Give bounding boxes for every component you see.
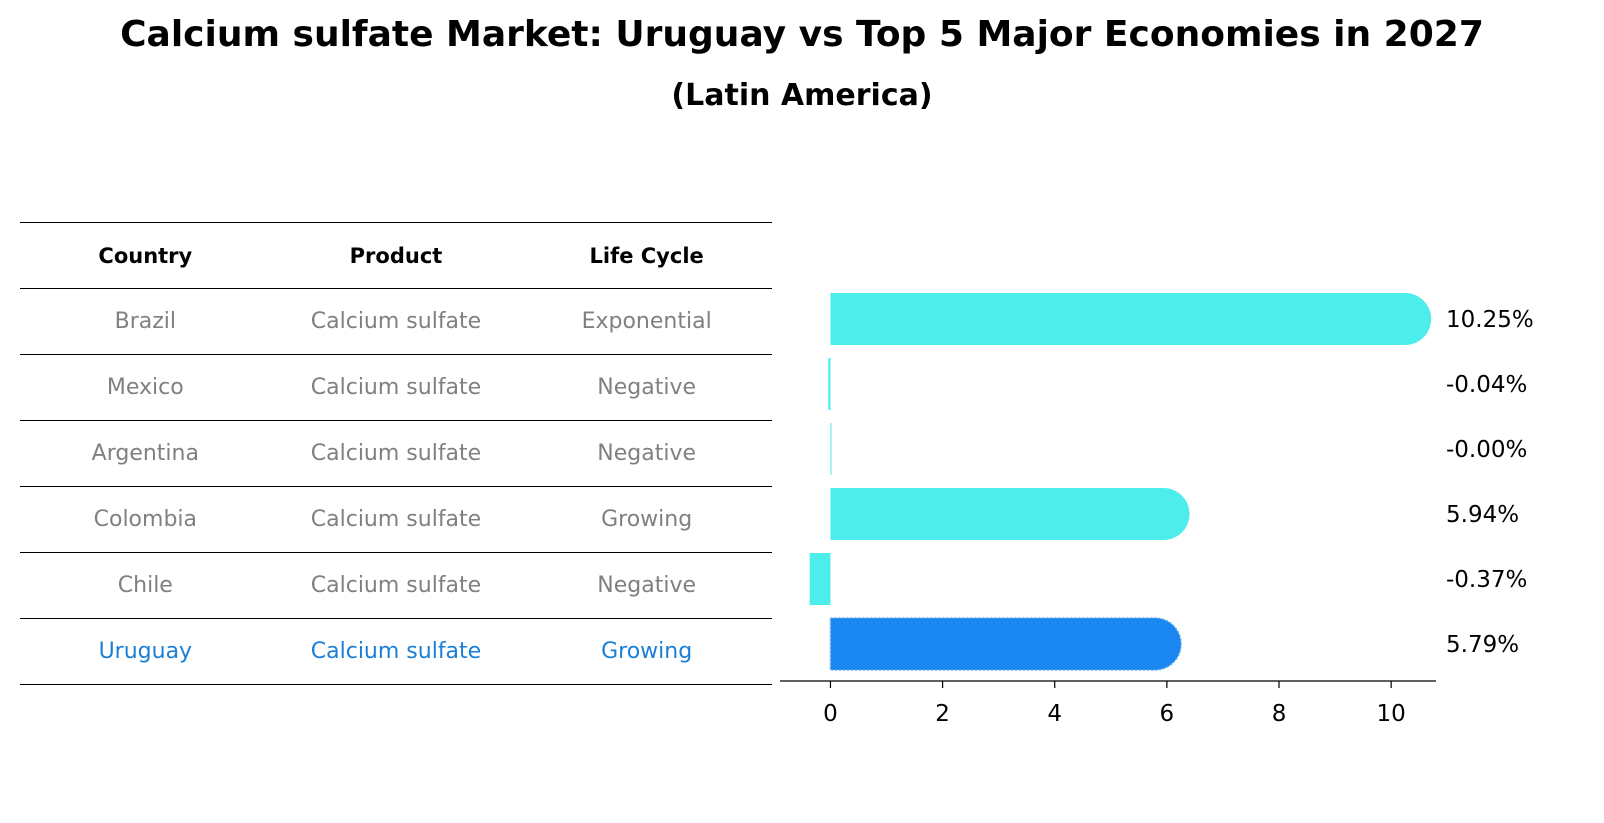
- table-row: Argentina Calcium sulfate Negative: [20, 420, 772, 486]
- cell-life-cycle: Exponential: [581, 309, 712, 334]
- x-tick-label: 4: [1047, 701, 1062, 727]
- x-tick-label: 8: [1272, 701, 1287, 727]
- data-label: -0.37%: [1446, 567, 1527, 593]
- table-row: Colombia Calcium sulfate Growing: [20, 486, 772, 552]
- data-label: -0.00%: [1446, 437, 1527, 463]
- cell-country: Uruguay: [98, 639, 193, 664]
- data-label: 10.25%: [1446, 307, 1534, 333]
- country-table: Country Product Life Cycle Brazil Calciu…: [20, 222, 772, 685]
- x-tick-label: 10: [1377, 701, 1406, 727]
- data-label: 5.79%: [1446, 632, 1519, 658]
- bar: [830, 293, 1432, 345]
- cell-life-cycle: Growing: [601, 507, 693, 532]
- table-row-highlighted: Uruguay Calcium sulfate Growing: [20, 618, 772, 685]
- x-tick-label: 0: [823, 701, 838, 727]
- bar: [830, 488, 1190, 540]
- table-row: Chile Calcium sulfate Negative: [20, 552, 772, 618]
- bar: [809, 553, 831, 605]
- header-country: Country: [98, 243, 193, 268]
- cell-country: Mexico: [106, 375, 184, 400]
- cell-product: Calcium sulfate: [310, 573, 482, 598]
- cell-product: Calcium sulfate: [310, 375, 482, 400]
- bar: [828, 358, 831, 410]
- table-row: Mexico Calcium sulfate Negative: [20, 354, 772, 420]
- header-life-cycle: Life Cycle: [589, 243, 704, 268]
- data-label: -0.04%: [1446, 372, 1527, 398]
- cell-product: Calcium sulfate: [310, 441, 482, 466]
- x-tick-label: 6: [1160, 701, 1175, 727]
- bar: [829, 617, 1182, 671]
- cell-life-cycle: Negative: [597, 441, 696, 466]
- cell-life-cycle: Negative: [597, 573, 696, 598]
- cell-country: Brazil: [114, 309, 177, 334]
- cell-country: Chile: [117, 573, 173, 598]
- cell-life-cycle: Negative: [597, 375, 696, 400]
- cell-product: Calcium sulfate: [310, 507, 482, 532]
- bar-chart: 10.25% -0.04% -0.00% 5.94% -0.37% 5.79% 0 2 4 6 8 1…: [780, 293, 1534, 727]
- data-label: 5.94%: [1446, 502, 1519, 528]
- chart-subtitle: (Latin America): [671, 78, 933, 113]
- table-row: Brazil Calcium sulfate Exponential: [20, 288, 772, 354]
- cell-product: Calcium sulfate: [310, 309, 482, 334]
- table-header-row: Country Product Life Cycle: [20, 222, 772, 288]
- chart-title: Calcium sulfate Market: Uruguay vs Top 5…: [120, 14, 1484, 55]
- header-product: Product: [349, 243, 443, 268]
- cell-country: Argentina: [91, 441, 199, 466]
- x-tick-label: 2: [935, 701, 950, 727]
- cell-life-cycle: Growing: [601, 639, 693, 664]
- cell-product: Calcium sulfate: [310, 639, 482, 664]
- bar: [830, 423, 832, 475]
- cell-country: Colombia: [93, 507, 198, 532]
